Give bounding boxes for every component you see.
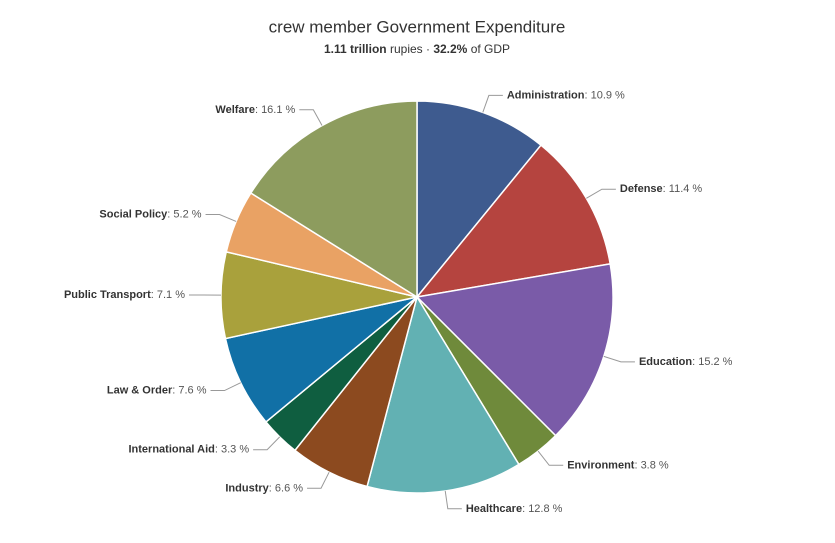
slice-value: : 5.2 % xyxy=(167,208,201,220)
slice-label: Education: 15.2 % xyxy=(639,356,733,368)
slice-value: : 10.9 % xyxy=(584,89,625,101)
slice-label: Industry: 6.6 % xyxy=(225,482,303,494)
pie-slice xyxy=(415,144,612,299)
connector xyxy=(210,382,241,392)
slice-value: : 3.3 % xyxy=(215,444,249,456)
slice-label: Public Transport: 7.1 % xyxy=(64,289,185,301)
connector xyxy=(253,436,281,451)
slice-name: Social Policy xyxy=(99,208,168,220)
pie-slice xyxy=(415,263,614,437)
slice-label: Administration: 10.9 % xyxy=(507,89,625,101)
chart-subtitle: 1.11 trillion rupies · 32.2% of GDP xyxy=(324,42,510,56)
slice-label: Environment: 3.8 % xyxy=(567,459,669,471)
slice-value: : 15.2 % xyxy=(692,356,733,368)
slice-label: International Aid: 3.3 % xyxy=(128,444,249,456)
slice-name: Administration xyxy=(507,89,585,101)
slice-value: : 12.8 % xyxy=(522,503,563,515)
pie-slice xyxy=(249,100,418,299)
slice-label: Social Policy: 5.2 % xyxy=(99,208,201,220)
connector xyxy=(586,188,616,199)
slice-value: : 7.1 % xyxy=(151,289,185,301)
subtitle-part: of GDP xyxy=(467,42,510,56)
subtitle-part: 32.2% xyxy=(433,42,467,56)
slice-label: Law & Order: 7.6 % xyxy=(107,384,207,396)
slice-name: Public Transport xyxy=(64,289,151,301)
slice-name: International Aid xyxy=(128,444,214,456)
slice-value: : 7.6 % xyxy=(172,384,206,396)
slice-value: : 16.1 % xyxy=(255,104,296,116)
slice-label: Healthcare: 12.8 % xyxy=(466,503,563,515)
pie-slice xyxy=(366,295,520,494)
slice-name: Welfare xyxy=(215,104,255,116)
slice-value: : 6.6 % xyxy=(269,482,303,494)
slice-name: Law & Order xyxy=(107,384,173,396)
connector xyxy=(299,109,323,126)
subtitle-part: rupies · xyxy=(387,42,434,56)
connector xyxy=(482,94,503,113)
connector xyxy=(444,490,462,510)
connector xyxy=(307,471,330,489)
slice-label: Welfare: 16.1 % xyxy=(215,104,295,116)
subtitle-part: 1.11 trillion xyxy=(324,42,387,56)
connector xyxy=(603,355,635,363)
connector xyxy=(537,450,564,466)
slice-name: Education xyxy=(639,356,692,368)
slice-label: Defense: 11.4 % xyxy=(620,183,703,195)
slice-name: Environment xyxy=(567,459,635,471)
slice-value: : 11.4 % xyxy=(663,183,703,195)
slice-value: : 3.8 % xyxy=(634,459,668,471)
chart-title: crew member Government Expenditure xyxy=(269,17,566,36)
slice-name: Industry xyxy=(225,482,269,494)
slice-name: Healthcare xyxy=(466,503,522,515)
slice-name: Defense xyxy=(620,183,663,195)
connector xyxy=(205,213,237,222)
